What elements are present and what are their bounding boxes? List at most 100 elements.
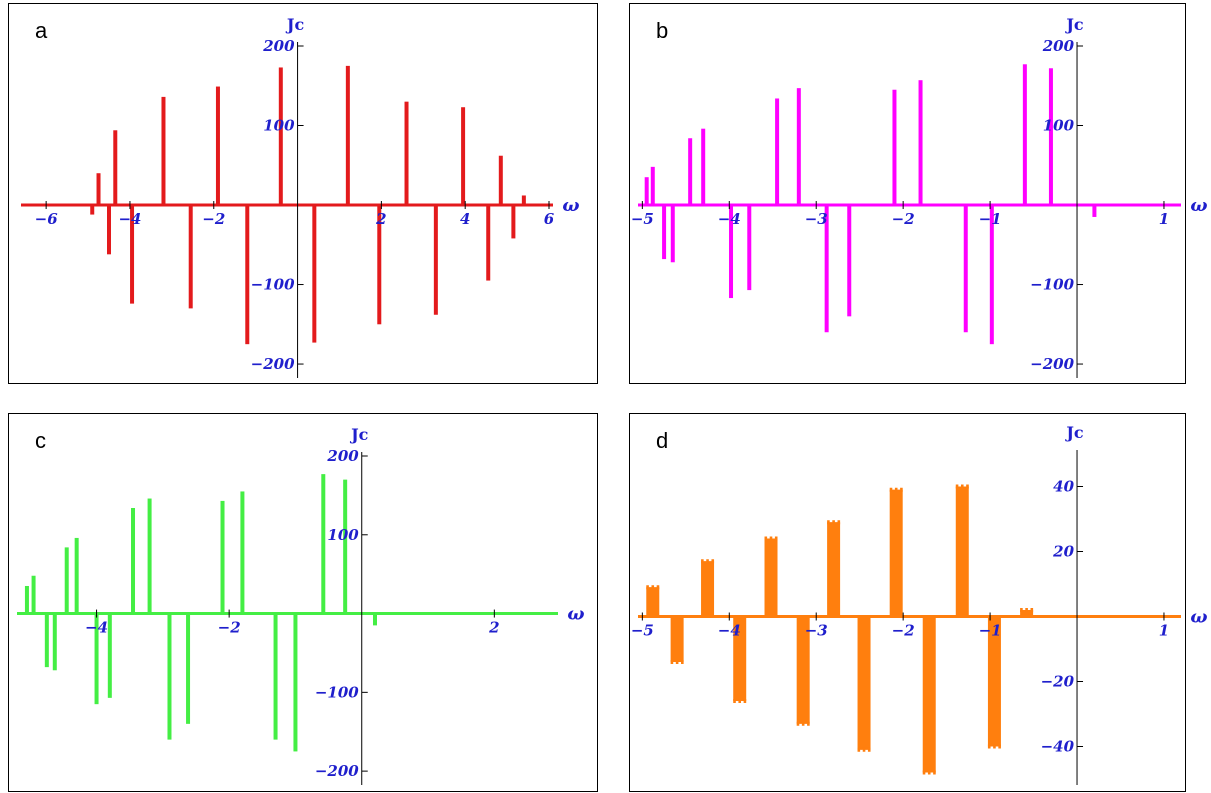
panel-c: −4 −2 2 −200 −100 100 200 Jc ω c [8, 413, 598, 792]
bar [650, 166, 655, 206]
bar [688, 138, 693, 206]
bar-edge [834, 522, 838, 525]
bar-edge [927, 770, 931, 775]
bar [963, 205, 968, 333]
x-tick-label: −1 [979, 622, 1002, 640]
bar [644, 177, 649, 206]
bar-edge [796, 721, 800, 726]
bar [1048, 68, 1053, 206]
bar-edge [804, 721, 808, 724]
bar-edge [832, 520, 835, 525]
bar [44, 613, 49, 668]
panel-b-label: b [656, 18, 669, 43]
x-tick-label: −2 [892, 210, 915, 228]
bar [186, 613, 191, 724]
x-tick-label: −2 [218, 619, 241, 637]
bar [24, 585, 29, 614]
bar-edge [654, 587, 657, 590]
bar-edge [966, 484, 969, 489]
bar [107, 613, 112, 698]
y-tick-label: 200 [326, 447, 359, 465]
chart-d: −5 −4 −3 −2 −1 1 −40 −20 20 40 Jc ω [631, 423, 1208, 785]
bar-edge [900, 487, 903, 492]
x-tick-label: −3 [805, 622, 828, 640]
y-axis-label: Jc [1064, 423, 1084, 442]
bar [96, 173, 101, 206]
bar [1092, 205, 1097, 217]
bar-edge [738, 699, 742, 703]
x-tick-label: −4 [718, 210, 741, 228]
bar-edge [807, 721, 810, 726]
y-tick-label: −200 [315, 762, 359, 780]
bar [1020, 610, 1034, 617]
x-tick-label: −1 [979, 210, 1002, 228]
bar-edge [764, 536, 768, 541]
bar-edge [708, 561, 712, 564]
x-tick-label: −5 [631, 210, 654, 228]
bar [796, 88, 801, 206]
bar-edge [990, 744, 994, 747]
bar [764, 538, 778, 617]
x-tick-label: 2 [375, 210, 386, 228]
bar-edge [993, 744, 996, 749]
bar [729, 205, 734, 299]
bar-edge [960, 484, 964, 489]
bar-edge [998, 744, 1001, 749]
bar [1022, 64, 1027, 206]
bar [113, 130, 118, 206]
bar [107, 205, 111, 255]
bar-edge [955, 484, 959, 489]
bar-edge [1022, 610, 1026, 612]
panel-d-label: d [656, 428, 669, 453]
bar [293, 613, 298, 752]
bar [857, 616, 871, 750]
bar [521, 195, 526, 206]
x-tick-label: 1 [1159, 622, 1169, 640]
bar-edge [703, 561, 707, 564]
bar-edge [673, 660, 676, 662]
bar-edge [733, 699, 736, 703]
bar-edge [963, 486, 967, 489]
x-tick-label: −2 [892, 622, 915, 640]
x-axis-label: ω [567, 604, 584, 625]
bar [733, 616, 747, 701]
bar [922, 616, 936, 773]
bar-edge [857, 747, 861, 752]
bar [343, 479, 348, 614]
bar [94, 613, 99, 705]
bar-edge [767, 538, 770, 541]
bar [989, 205, 994, 345]
y-tick-label: −20 [1041, 673, 1075, 691]
bar-edge [646, 585, 649, 590]
bar-edge [735, 699, 739, 701]
bar-edge [769, 536, 773, 541]
bar [511, 205, 516, 239]
bar-edge [958, 486, 961, 489]
bar [827, 522, 841, 617]
bar [167, 613, 172, 740]
bar-edge [894, 487, 898, 492]
bar [461, 107, 466, 206]
bar [670, 205, 675, 263]
bar-edge [987, 744, 991, 749]
chart-a: −6 −4 −2 2 4 6 −200 −100 100 200 Jc ω [21, 15, 580, 378]
panel-a: −6 −4 −2 2 4 6 −200 −100 100 200 Jc ω a [8, 3, 598, 384]
x-axis-label: ω [1190, 607, 1207, 628]
x-tick-label: −3 [805, 210, 828, 228]
bar [312, 205, 317, 343]
bar [131, 507, 136, 614]
bar-edge [1020, 608, 1023, 612]
x-tick-label: 1 [1159, 210, 1169, 228]
bar-edge [772, 538, 775, 541]
bar [498, 155, 503, 206]
bar-edge [670, 660, 674, 664]
panel-b: −5 −4 −3 −2 −1 1 −200 −100 100 200 Jc ω b [629, 3, 1208, 384]
bar-edge [922, 770, 926, 775]
bar-edge [995, 744, 999, 747]
bar [130, 205, 135, 304]
bar [273, 613, 278, 740]
bar-edge [701, 559, 704, 564]
bar-edge [865, 747, 868, 750]
bar [889, 489, 903, 617]
bar-edge [656, 585, 660, 590]
